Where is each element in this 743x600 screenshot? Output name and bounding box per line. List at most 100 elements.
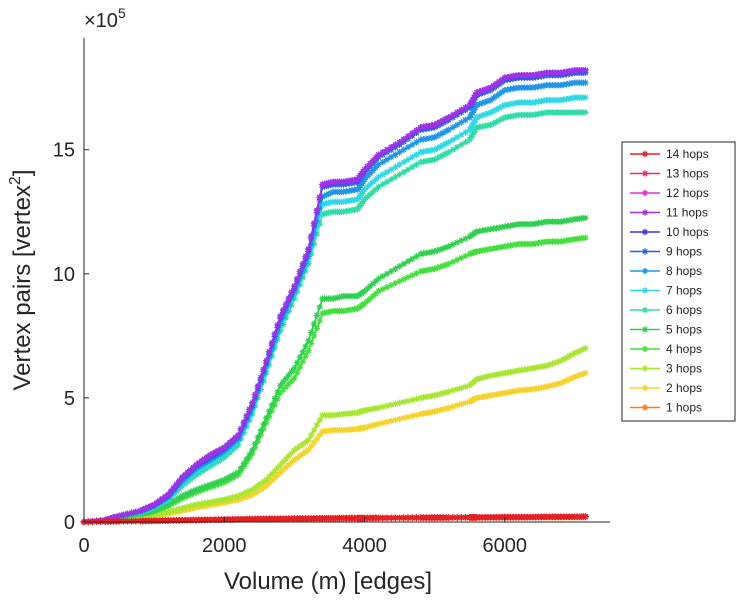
- data-point: [458, 119, 465, 126]
- data-point: [221, 496, 228, 503]
- data-point: [413, 411, 420, 419]
- series-layer: [80, 67, 589, 526]
- data-point: [387, 268, 395, 275]
- legend-label: 10 hops: [666, 225, 709, 239]
- data-point: [285, 380, 292, 388]
- data-point: [187, 476, 194, 483]
- data-point: [404, 156, 412, 163]
- data-point: [372, 421, 379, 428]
- data-point: [260, 478, 267, 485]
- data-point: [364, 173, 371, 180]
- data-point: [490, 107, 497, 115]
- legend-label: 1 hops: [666, 401, 702, 415]
- data-point: [568, 351, 576, 358]
- data-point: [201, 455, 208, 463]
- data-point: [582, 214, 589, 222]
- data-point: [469, 121, 476, 129]
- data-point: [187, 489, 194, 496]
- data-point: [299, 267, 307, 274]
- data-point: [279, 313, 287, 321]
- data-point: [265, 413, 273, 420]
- data-point: [383, 168, 391, 176]
- data-point: [495, 78, 503, 85]
- data-point: [431, 134, 438, 141]
- data-point: [383, 514, 391, 521]
- legend-marker: [641, 326, 649, 333]
- data-point: [263, 369, 270, 377]
- data-point: [128, 517, 135, 525]
- data-point: [449, 403, 457, 410]
- data-point: [387, 144, 395, 151]
- data-point: [543, 383, 551, 390]
- data-point: [232, 493, 239, 500]
- data-point: [552, 359, 559, 366]
- plot-background: [84, 38, 610, 522]
- data-point: [396, 263, 403, 270]
- y-ticks: 0 5 10 15: [53, 140, 89, 534]
- data-point: [251, 484, 259, 491]
- data-point: [321, 192, 328, 200]
- data-point: [364, 183, 371, 191]
- data-point: [223, 495, 231, 503]
- data-point: [442, 261, 450, 269]
- data-point: [249, 399, 256, 407]
- data-point: [235, 441, 242, 449]
- legend-marker: [641, 209, 649, 216]
- data-point: [434, 391, 441, 398]
- data-point: [442, 244, 450, 251]
- y-axis-label-main: Vertex pairs [vertex: [9, 185, 36, 390]
- data-point: [282, 314, 290, 322]
- data-point: [498, 115, 506, 123]
- data-point: [467, 124, 475, 131]
- data-point: [288, 377, 295, 385]
- data-point: [302, 438, 309, 446]
- data-point: [282, 455, 290, 463]
- data-point: [372, 290, 379, 297]
- data-point: [167, 499, 175, 507]
- data-point: [254, 482, 262, 489]
- data-point: [277, 382, 284, 389]
- data-point: [302, 352, 309, 360]
- legend-item: 10 hops: [630, 225, 709, 239]
- data-point: [495, 117, 503, 124]
- data-point: [449, 111, 457, 119]
- data-point: [445, 404, 452, 412]
- data-point: [462, 399, 469, 407]
- data-point: [413, 395, 420, 403]
- data-point: [223, 451, 231, 459]
- data-point: [271, 344, 278, 351]
- data-point: [291, 374, 298, 382]
- data-point: [299, 260, 307, 268]
- y-tick-label: 10: [53, 264, 75, 286]
- data-point: [400, 136, 408, 143]
- data-point: [487, 109, 494, 116]
- data-point: [308, 244, 315, 252]
- data-point: [167, 488, 175, 495]
- data-point: [400, 398, 408, 406]
- data-point: [409, 255, 416, 263]
- data-point: [254, 488, 262, 495]
- data-point: [484, 373, 492, 380]
- data-point: [251, 391, 259, 398]
- data-point: [580, 346, 587, 353]
- data-point: [361, 196, 368, 203]
- data-point: [404, 166, 412, 173]
- legend-label: 6 hops: [666, 303, 702, 317]
- data-point: [268, 470, 276, 478]
- data-point: [323, 191, 330, 199]
- data-point: [167, 508, 175, 515]
- data-point: [240, 460, 248, 467]
- data-point: [207, 451, 214, 459]
- data-point: [487, 96, 494, 104]
- data-point: [305, 436, 312, 444]
- data-point: [575, 348, 583, 355]
- data-point: [413, 514, 420, 521]
- data-point: [178, 492, 186, 500]
- data-point: [204, 482, 211, 489]
- data-point: [466, 114, 473, 121]
- data-point: [439, 151, 447, 159]
- data-point: [153, 499, 161, 506]
- legend-label: 11 hops: [666, 206, 708, 220]
- data-point: [296, 452, 304, 460]
- data-point: [249, 450, 256, 457]
